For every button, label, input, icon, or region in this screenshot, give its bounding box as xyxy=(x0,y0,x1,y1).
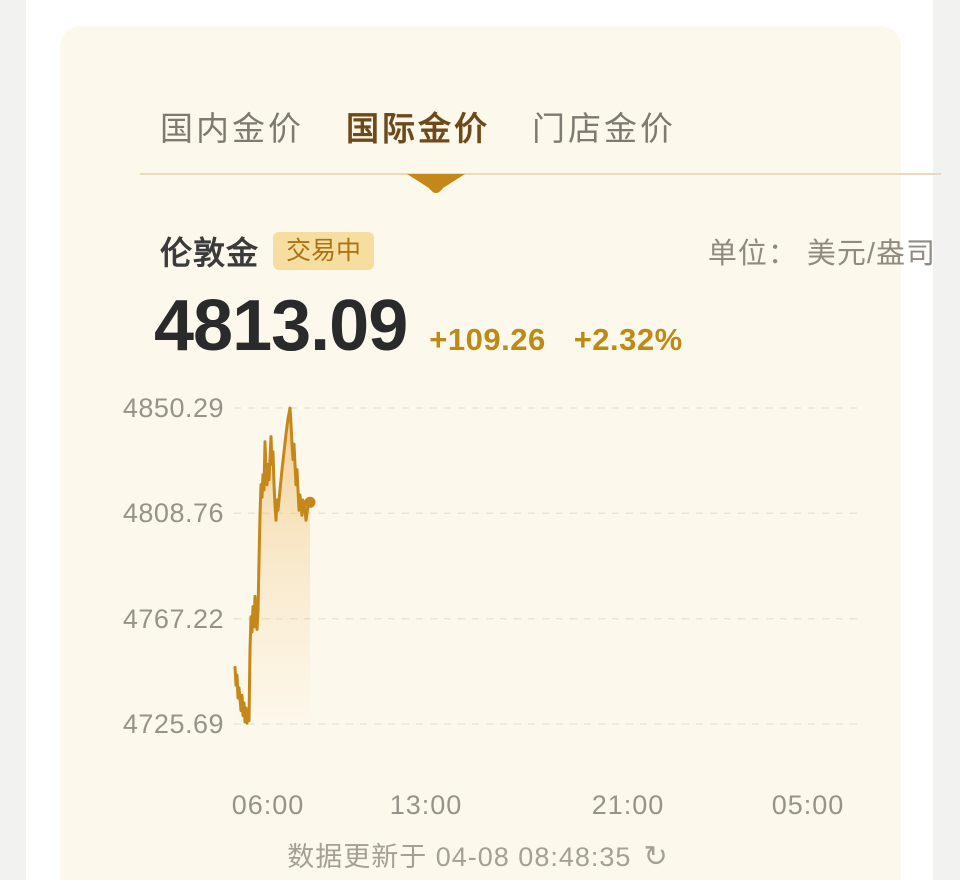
y-axis-label: 4850.29 xyxy=(122,393,224,423)
x-axis-label: 21:00 xyxy=(591,790,665,820)
instrument-name: 伦敦金 xyxy=(160,235,260,271)
tab-international-gold[interactable]: 国际金价 xyxy=(346,108,490,150)
price-chart[interactable] xyxy=(230,395,880,765)
tab-store-gold[interactable]: 门店金价 xyxy=(532,108,676,150)
gridlines xyxy=(234,407,864,725)
price-change-percent: +2.32% xyxy=(573,322,683,357)
trading-status-badge: 交易中 xyxy=(273,232,375,270)
active-tab-pointer-icon xyxy=(407,174,465,193)
tab-domestic-gold[interactable]: 国内金价 xyxy=(160,108,304,150)
instrument-row: 伦敦金 交易中 单位： 美元/盎司 xyxy=(160,228,936,274)
update-footer: 数据更新于 04-08 08:48:35 ↻ xyxy=(60,835,901,875)
price-change: +109.26 xyxy=(429,322,546,357)
price-row: 4813.09 +109.26 +2.32% xyxy=(154,286,683,366)
current-price: 4813.09 xyxy=(154,286,408,366)
last-price-dot xyxy=(304,496,316,508)
y-axis-label: 4767.22 xyxy=(122,604,224,634)
series-area-fill xyxy=(235,408,310,743)
x-axis-label: 06:00 xyxy=(231,790,305,820)
series-line xyxy=(233,406,312,725)
left-edge-strip xyxy=(0,0,26,880)
price-chart-svg[interactable] xyxy=(230,395,880,765)
y-axis-labels: 4850.29 4808.76 4767.22 4725.69 xyxy=(108,393,224,765)
right-edge-strip xyxy=(933,0,960,880)
x-axis-label: 05:00 xyxy=(771,790,845,820)
update-time-text: 数据更新于 04-08 08:48:35 xyxy=(287,842,632,872)
refresh-icon[interactable]: ↻ xyxy=(637,838,673,875)
unit-label: 单位： 美元/盎司 xyxy=(707,238,936,270)
tab-divider xyxy=(140,173,941,175)
x-axis-label: 13:00 xyxy=(389,790,463,820)
x-axis-labels: 06:00 13:00 21:00 05:00 xyxy=(230,789,880,823)
y-axis-label: 4808.76 xyxy=(122,498,224,528)
y-axis-label: 4725.69 xyxy=(122,709,224,739)
price-tabs: 国内金价 国际金价 门店金价 xyxy=(160,108,676,150)
gold-price-card: 国内金价 国际金价 门店金价 伦敦金 交易中 单位： 美元/盎司 4813.09… xyxy=(60,26,941,880)
